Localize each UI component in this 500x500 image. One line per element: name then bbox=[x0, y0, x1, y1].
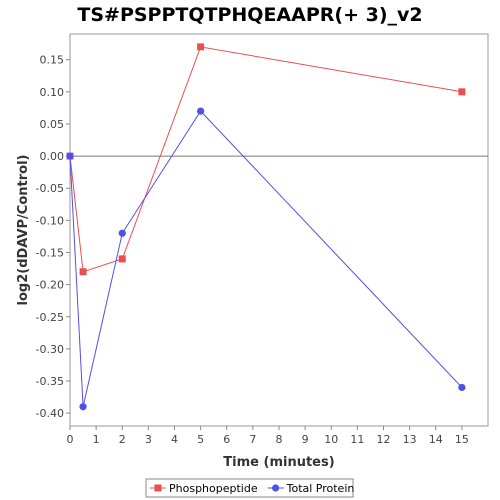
x-tick-label: 4 bbox=[171, 433, 178, 446]
y-tick-label: 0.00 bbox=[40, 150, 65, 163]
legend: Phosphopeptide Total Protein bbox=[145, 478, 355, 498]
y-tick-label: -0.35 bbox=[36, 375, 64, 388]
y-tick-label: -0.05 bbox=[36, 182, 64, 195]
y-axis-label: log2(dDAVP/Control) bbox=[16, 155, 31, 306]
legend-label: Total Protein bbox=[286, 482, 355, 495]
x-tick-label: 11 bbox=[350, 433, 364, 446]
legend-label: Phosphopeptide bbox=[169, 482, 258, 495]
y-tick-label: -0.30 bbox=[36, 343, 64, 356]
x-axis-label: Time (minutes) bbox=[223, 455, 334, 470]
data-point-total-protein bbox=[197, 107, 205, 115]
x-tick-label: 7 bbox=[249, 433, 256, 446]
x-tick-label: 0 bbox=[67, 433, 74, 446]
legend-box bbox=[145, 478, 354, 498]
x-tick-label: 13 bbox=[403, 433, 417, 446]
y-tick-label: -0.20 bbox=[36, 279, 64, 292]
y-tick-label: 0.15 bbox=[40, 54, 65, 67]
data-point-phosphopeptide bbox=[79, 268, 87, 276]
x-axis: 0 1 2 3 4 5 6 7 8 9 10 11 12 13 14 15 bbox=[67, 426, 469, 446]
legend-marker-square bbox=[154, 484, 162, 492]
y-axis: -0.40 -0.35 -0.30 -0.25 -0.20 -0.15 -0.10 -0.05… bbox=[36, 54, 70, 420]
x-tick-label: 6 bbox=[223, 433, 230, 446]
data-point-total-protein bbox=[79, 403, 87, 411]
x-tick-label: 12 bbox=[377, 433, 391, 446]
x-tick-label: 10 bbox=[324, 433, 338, 446]
x-tick-label: 5 bbox=[197, 433, 204, 446]
y-tick-label: -0.15 bbox=[36, 246, 64, 259]
y-tick-label: 0.10 bbox=[40, 86, 65, 99]
data-point-total-protein bbox=[66, 152, 74, 160]
y-tick-label: 0.05 bbox=[40, 118, 65, 131]
series-layer bbox=[66, 43, 466, 411]
data-point-total-protein bbox=[458, 383, 466, 392]
x-tick-label: 14 bbox=[429, 433, 443, 446]
x-tick-label: 9 bbox=[302, 433, 309, 446]
x-tick-label: 1 bbox=[93, 433, 100, 446]
data-point-phosphopeptide bbox=[458, 88, 466, 96]
legend-marker-circle bbox=[272, 484, 280, 492]
y-tick-label: -0.10 bbox=[36, 214, 64, 227]
data-point-phosphopeptide bbox=[118, 255, 126, 263]
y-tick-label: -0.40 bbox=[36, 407, 64, 420]
data-point-total-protein bbox=[118, 229, 126, 237]
data-point-phosphopeptide bbox=[197, 43, 205, 51]
plot-area bbox=[69, 33, 489, 427]
chart-title: TS#PSPPTQTPHQEAAPR(+ 3)_v2 bbox=[77, 4, 422, 26]
x-tick-label: 15 bbox=[455, 433, 469, 446]
y-tick-label: -0.25 bbox=[36, 311, 64, 324]
x-tick-label: 2 bbox=[119, 433, 126, 446]
x-tick-label: 3 bbox=[145, 433, 152, 446]
x-tick-label: 8 bbox=[276, 433, 283, 446]
